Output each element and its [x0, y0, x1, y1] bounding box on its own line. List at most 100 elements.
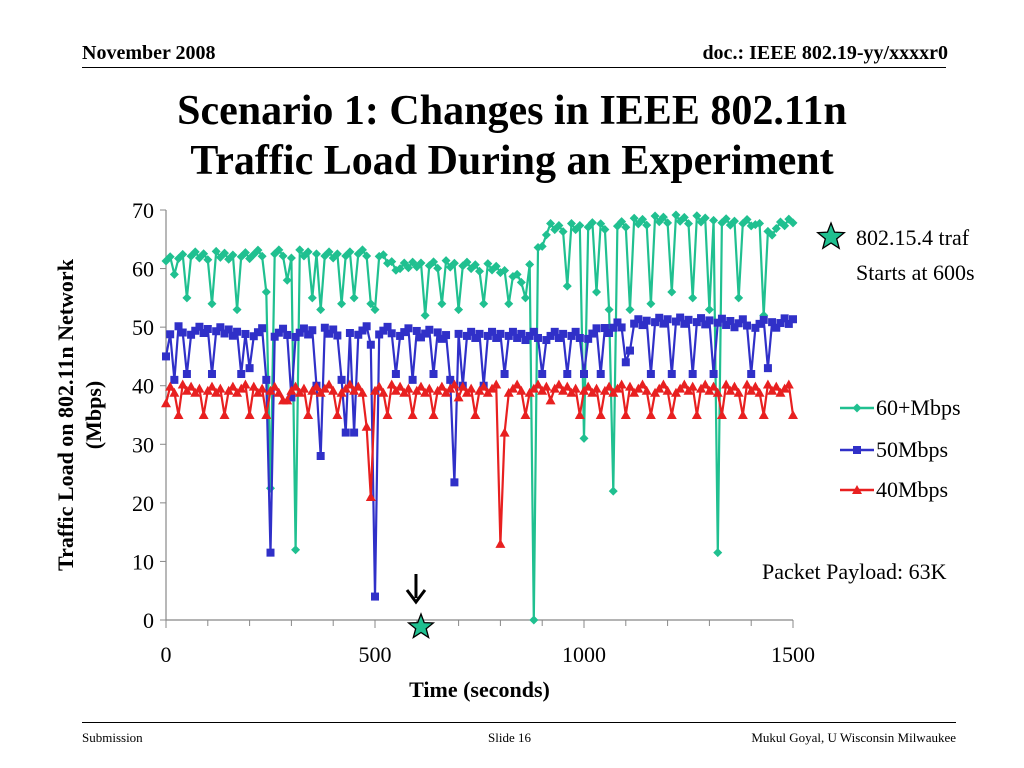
- data-point-diamond: [700, 213, 710, 223]
- data-point-square: [671, 317, 680, 326]
- data-point-triangle: [240, 379, 251, 389]
- data-point-triangle: [328, 385, 339, 395]
- data-point-diamond: [257, 251, 267, 261]
- y-tick-label: 10: [132, 549, 154, 574]
- slide-title: Scenario 1: Changes in IEEE 802.11n Traf…: [0, 86, 1024, 186]
- data-point-triangle: [169, 387, 180, 397]
- data-point-square: [383, 322, 392, 331]
- data-point-square: [600, 324, 609, 333]
- data-point-triangle: [436, 381, 447, 391]
- data-point-triangle: [658, 379, 669, 389]
- data-point-square: [203, 324, 212, 333]
- data-point-diamond: [232, 305, 242, 315]
- data-point-square: [446, 375, 455, 384]
- data-point-square: [722, 320, 731, 329]
- star-marker-icon: [406, 612, 436, 639]
- data-point-square: [651, 318, 660, 327]
- series-diamond: [161, 210, 798, 625]
- header-date: November 2008: [82, 42, 216, 64]
- data-point-square: [609, 323, 618, 332]
- data-point-square: [467, 327, 476, 336]
- data-point-triangle: [365, 492, 376, 501]
- data-point-diamond: [378, 250, 388, 260]
- data-point-square: [613, 318, 622, 327]
- data-point-triangle: [298, 383, 309, 393]
- data-point-square: [233, 327, 242, 336]
- data-point-square: [488, 327, 497, 336]
- data-point-square: [659, 319, 668, 328]
- data-point-diamond: [587, 218, 597, 228]
- chart-axes: 0 10 20 30 40 50 60 70 0 500 1000 1500: [132, 198, 815, 667]
- data-point-square: [224, 325, 233, 334]
- data-point-square: [621, 358, 630, 367]
- data-point-triangle: [533, 379, 544, 389]
- data-point-diamond: [525, 259, 535, 269]
- data-point-square: [630, 319, 639, 328]
- data-point-diamond: [324, 247, 334, 257]
- data-point-square: [253, 328, 262, 337]
- data-point-triangle: [495, 538, 506, 548]
- data-point-square: [425, 325, 434, 334]
- data-point-triangle: [424, 383, 435, 393]
- data-point-square: [182, 370, 191, 378]
- data-point-diamond: [554, 221, 564, 231]
- data-point-triangle: [198, 410, 209, 419]
- data-point-triangle: [852, 485, 862, 494]
- data-point-square: [308, 326, 317, 335]
- data-point-diamond: [178, 249, 188, 259]
- series-line: [164, 316, 794, 598]
- y-tick-label: 70: [132, 198, 154, 223]
- data-point-square: [584, 334, 593, 343]
- data-point-square: [212, 327, 221, 336]
- data-point-square: [199, 329, 208, 337]
- data-point-square: [667, 370, 676, 378]
- data-point-diamond: [316, 305, 326, 315]
- data-point-triangle: [758, 410, 769, 419]
- data-point-diamond: [266, 483, 275, 493]
- data-point-square: [421, 329, 430, 338]
- data-point-diamond: [295, 245, 305, 255]
- y-axis-label-line2: (Mbps): [81, 381, 106, 449]
- data-point-diamond: [199, 249, 209, 259]
- data-point-diamond: [679, 212, 689, 222]
- data-point-diamond: [600, 224, 610, 234]
- data-point-diamond: [332, 249, 342, 259]
- data-point-triangle: [428, 410, 439, 419]
- data-point-triangle: [716, 410, 727, 419]
- footer-rule: [82, 722, 956, 723]
- data-point-triangle: [165, 381, 176, 391]
- data-point-triangle: [499, 427, 510, 437]
- data-point-diamond: [491, 261, 501, 271]
- data-point-triangle: [583, 381, 594, 391]
- data-point-square: [580, 370, 588, 378]
- data-point-square: [567, 331, 576, 340]
- data-point-diamond: [558, 227, 568, 237]
- data-point-square: [325, 329, 334, 338]
- data-point-square: [789, 315, 797, 324]
- data-point-square: [504, 331, 513, 340]
- data-point-triangle: [641, 385, 652, 395]
- data-point-triangle: [215, 383, 226, 393]
- star-note-line2: Starts at 600s: [856, 260, 975, 285]
- data-point-triangle: [679, 379, 690, 389]
- data-point-diamond: [788, 218, 798, 228]
- data-point-triangle: [616, 379, 627, 389]
- data-point-square: [416, 333, 425, 342]
- data-point-diamond: [575, 221, 585, 231]
- data-point-triangle: [708, 381, 719, 391]
- y-tick-label: 40: [132, 374, 154, 399]
- x-axis-label: Time (seconds): [409, 677, 550, 702]
- slide-title-line1: Scenario 1: Changes in IEEE 802.11n: [177, 88, 847, 134]
- data-point-square: [437, 334, 446, 343]
- data-point-triangle: [403, 383, 414, 393]
- data-point-diamond: [592, 287, 602, 297]
- data-point-square: [738, 315, 747, 324]
- data-point-triangle: [762, 379, 773, 389]
- data-point-triangle: [177, 379, 188, 389]
- data-point-square: [592, 324, 601, 333]
- data-point-diamond: [449, 258, 459, 268]
- data-point-diamond: [704, 305, 714, 315]
- data-point-diamond: [253, 245, 263, 255]
- data-point-triangle: [248, 381, 259, 391]
- y-tick-label: 60: [132, 257, 154, 282]
